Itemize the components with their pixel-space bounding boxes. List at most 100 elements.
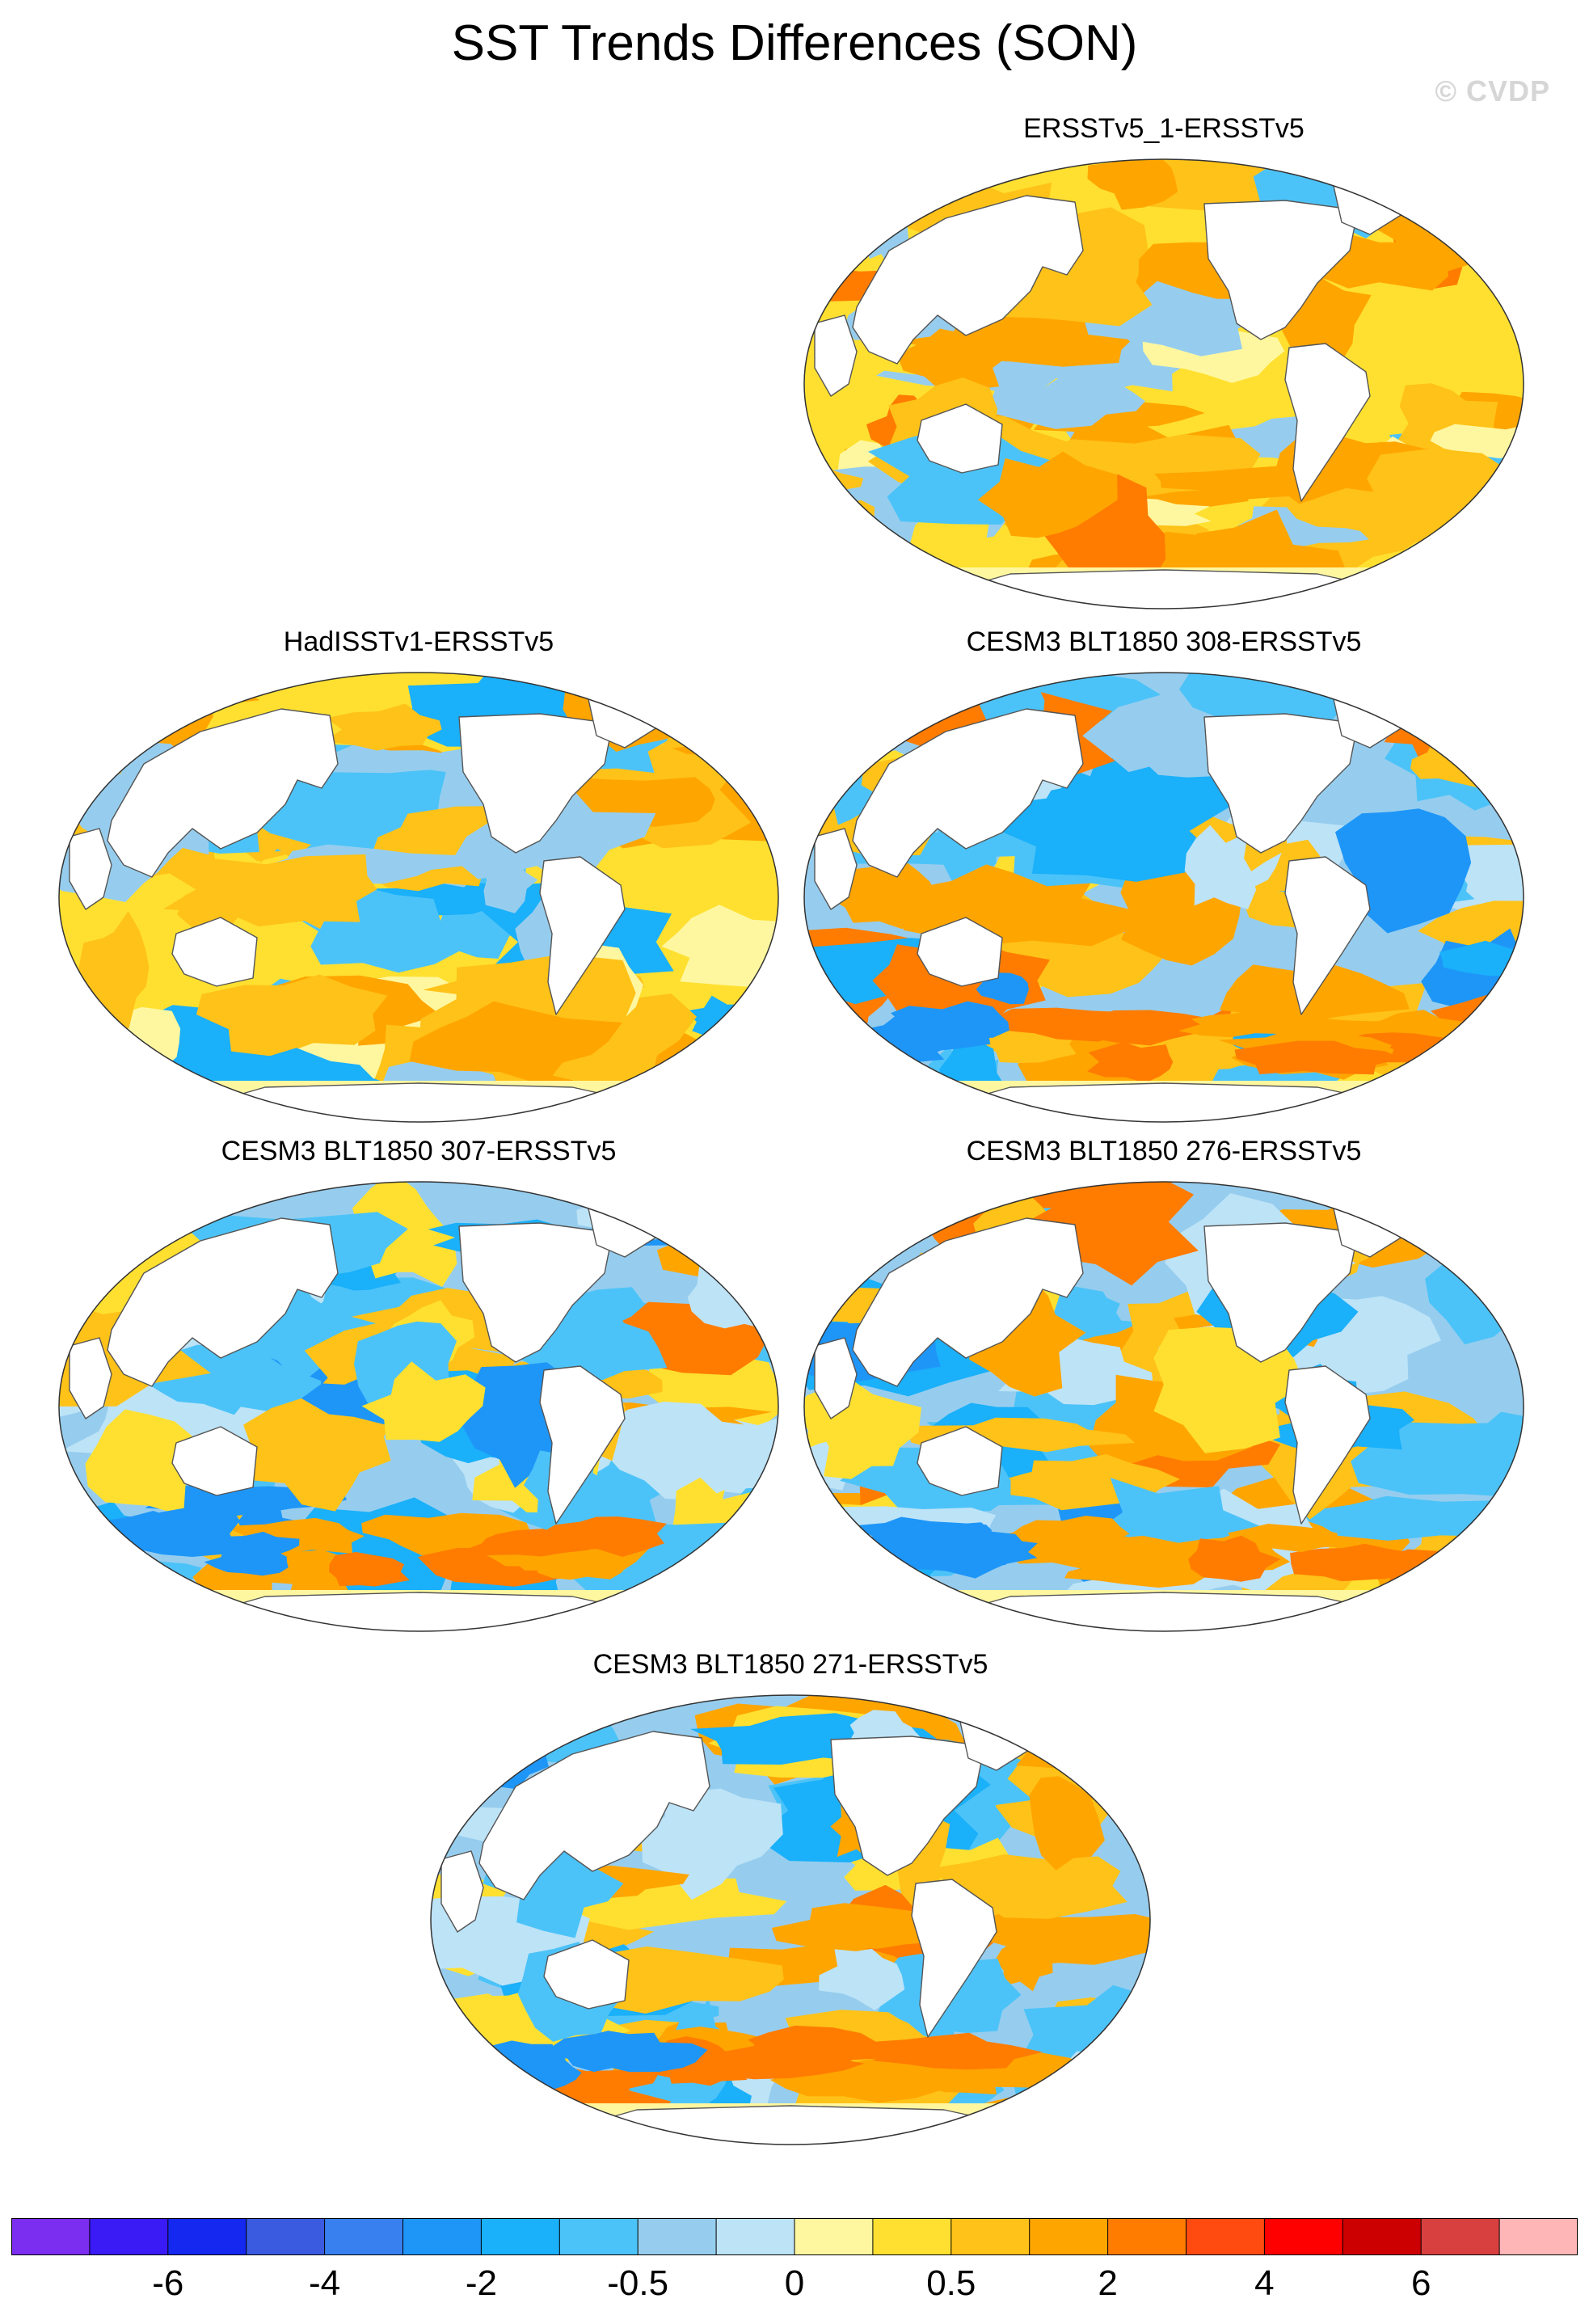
- panel-title: CESM3 BLT1850 308-ERSSTv5: [966, 626, 1362, 657]
- land-antarctica: [804, 569, 1524, 609]
- land-asia: [107, 708, 339, 878]
- land-samerica: [911, 1879, 997, 2038]
- sst-anomaly-region: [1179, 673, 1370, 736]
- robinson-map: [430, 1694, 1151, 2145]
- sst-anomaly-region: [1087, 1042, 1174, 1083]
- land-samerica: [1284, 856, 1371, 1015]
- land-asia: [107, 1217, 339, 1387]
- map-border: [430, 1694, 1151, 2145]
- sst-anomaly-region: [576, 2031, 672, 2069]
- map-border: [803, 158, 1524, 609]
- colorbar-box: [1264, 2218, 1343, 2255]
- sst-anomaly-region: [641, 1782, 783, 1900]
- robinson-map: [803, 672, 1524, 1123]
- land-australia: [543, 1939, 630, 2010]
- land-samerica: [1284, 1365, 1371, 1525]
- robinson-map: [58, 1181, 779, 1632]
- sst-anomaly-region: [804, 673, 870, 729]
- colorbar-box: [638, 2218, 717, 2255]
- land-africaEdge: [814, 1337, 858, 1419]
- sst-anomaly-region: [1290, 1543, 1414, 1582]
- land-asia: [478, 1731, 710, 1900]
- land-asia: [852, 195, 1084, 365]
- sst-anomaly-region: [1439, 940, 1524, 976]
- map-border: [58, 1181, 779, 1632]
- land-samerica: [539, 856, 626, 1015]
- land-australia: [917, 403, 1003, 474]
- sst-anomaly-region: [1458, 159, 1515, 242]
- sst-anomaly-region: [196, 974, 388, 1057]
- colorbar-box: [89, 2218, 169, 2255]
- land-africaEdge: [814, 314, 858, 397]
- map-panel-cesm3-271: CESM3 BLT1850 271-ERSSTv5: [427, 1649, 1154, 2150]
- sst-anomaly-region: [1057, 1010, 1215, 1046]
- land-asia: [852, 1217, 1084, 1387]
- land-africaEdge: [69, 1337, 112, 1419]
- land-antarctica: [59, 1082, 778, 1122]
- land-samerica: [1284, 343, 1371, 502]
- colorbar-box: [403, 2218, 482, 2255]
- colorbar-box: [246, 2218, 326, 2255]
- sst-anomaly-region: [599, 1402, 765, 1501]
- map-border: [58, 672, 779, 1123]
- colorbar-box: [167, 2218, 247, 2255]
- land-australia: [917, 1426, 1003, 1496]
- colorbar-box: [559, 2218, 639, 2255]
- sst-anomaly-region: [819, 1948, 905, 2010]
- sst-anomaly-region: [409, 1001, 622, 1086]
- land-australia: [171, 1426, 258, 1496]
- map-panel-cesm3-308: CESM3 BLT1850 308-ERSSTv5: [800, 626, 1528, 1128]
- sst-anomaly-region: [85, 1409, 201, 1516]
- robinson-map: [58, 672, 779, 1123]
- land-africaEdge: [69, 828, 112, 910]
- colorbar-tick-label: -4: [309, 2263, 341, 2303]
- sst-anomaly-region: [1287, 487, 1414, 534]
- sst-anomaly-region: [689, 1039, 778, 1122]
- sst-anomaly-region: [242, 1398, 390, 1512]
- sst-anomaly-region: [1011, 1516, 1130, 1552]
- sst-anomaly-region: [848, 1516, 993, 1544]
- colorbar-labels: -6 -4 -2 -0.5 0 0.5 2 4 6: [11, 2263, 1578, 2312]
- colorbar-tick-label: -2: [465, 2263, 497, 2303]
- sst-anomaly-region: [1234, 1040, 1403, 1075]
- sst-anomaly-region: [537, 1545, 628, 1580]
- sst-anomaly-region: [324, 703, 442, 751]
- colorbar-box: [1029, 2218, 1109, 2255]
- sst-anomaly-region: [329, 1552, 410, 1587]
- land-antarctica: [59, 1592, 778, 1631]
- sst-anomaly-region: [157, 1508, 240, 1549]
- colorbar-tick-label: 2: [1098, 2263, 1118, 2303]
- sst-anomaly-region: [977, 1909, 1150, 1967]
- colorbar-box: [1186, 2218, 1265, 2255]
- sst-anomaly-region: [898, 328, 1005, 390]
- land-africaEdge: [440, 1850, 484, 1933]
- sst-anomaly-region: [824, 500, 883, 584]
- map-panel-hadisstv1: HadISSTv1-ERSSTv5: [55, 626, 782, 1128]
- sst-anomaly-region: [804, 1083, 919, 1122]
- sst-anomaly-region: [59, 1195, 133, 1242]
- colorbar-tick-label: -0.5: [607, 2263, 669, 2303]
- sst-anomaly-region: [893, 317, 1130, 367]
- sst-anomaly-region: [687, 1254, 778, 1331]
- land-antarctica: [804, 1082, 1524, 1122]
- sst-anomaly-region: [1455, 529, 1524, 577]
- sst-anomaly-region: [977, 451, 1118, 538]
- land-asia: [852, 708, 1084, 878]
- sst-anomaly-region: [1439, 673, 1524, 755]
- sst-anomaly-region: [862, 2032, 1043, 2070]
- map-panel-cesm3-307: CESM3 BLT1850 307-ERSSTv5: [55, 1136, 782, 1637]
- sst-anomaly-region: [163, 854, 377, 927]
- panel-title: HadISSTv1-ERSSTv5: [283, 626, 554, 657]
- colorbar: [11, 2218, 1578, 2255]
- sst-anomaly-region: [804, 162, 867, 282]
- colorbar-box: [481, 2218, 560, 2255]
- colorbar-tick-label: 0.5: [926, 2263, 976, 2303]
- sst-anomaly-region: [1351, 1422, 1524, 1497]
- sst-anomaly-region: [1029, 1776, 1105, 1871]
- colorbar-box: [324, 2218, 403, 2255]
- land-australia: [917, 917, 1003, 987]
- cvdp-watermark: © CVDP: [1435, 74, 1550, 108]
- sst-anomaly-region: [990, 375, 1145, 429]
- map-border: [803, 672, 1524, 1123]
- sst-anomaly-region: [771, 1903, 948, 1949]
